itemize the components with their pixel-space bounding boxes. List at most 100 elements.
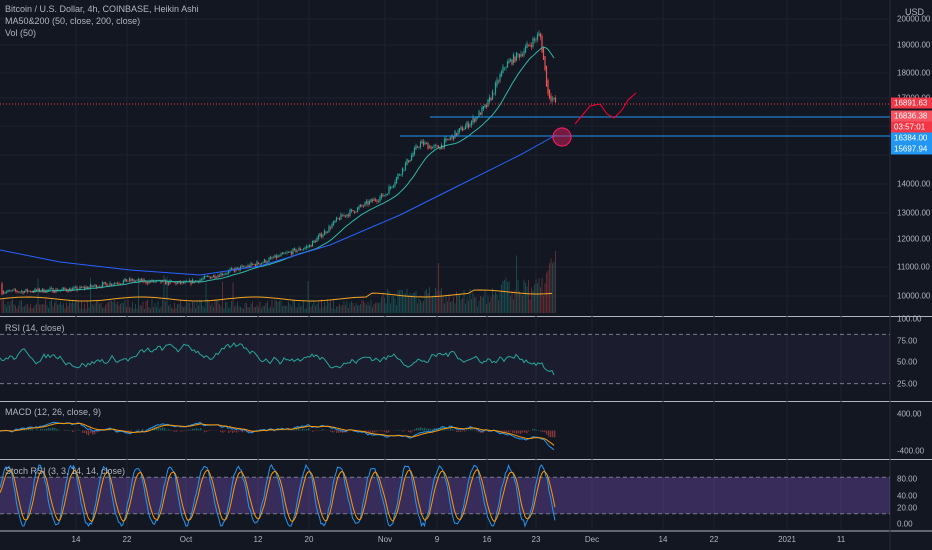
volume-bar xyxy=(148,307,150,313)
volume-bar xyxy=(234,306,235,313)
volume-bar xyxy=(46,305,48,313)
candle-body xyxy=(19,291,21,293)
volume-bar xyxy=(157,301,159,313)
volume-bar xyxy=(81,300,82,313)
volume-bar xyxy=(174,302,175,313)
candle-body xyxy=(49,288,51,290)
volume-bar xyxy=(147,299,148,313)
macd-histogram-bar xyxy=(240,430,242,432)
macd-histogram-bar xyxy=(56,428,58,431)
candle-body xyxy=(266,261,269,263)
macd-title: MACD (12, 26, close, 9) xyxy=(5,407,102,417)
candle-body xyxy=(88,286,90,289)
volume-bar xyxy=(511,290,513,313)
candle-body xyxy=(431,146,434,149)
macd-histogram-bar xyxy=(318,430,320,432)
volume-bar xyxy=(405,293,406,313)
time-tick: 14 xyxy=(658,535,668,544)
macd-tick: -400.00 xyxy=(897,446,925,456)
candle-body xyxy=(128,278,131,282)
volume-bar xyxy=(378,302,379,313)
candle-body xyxy=(295,248,297,253)
volume-bar xyxy=(552,263,553,313)
volume-bar xyxy=(246,302,247,313)
volume-bar xyxy=(298,302,300,313)
macd-histogram-bar xyxy=(96,430,98,433)
macd-histogram-bar xyxy=(294,429,296,431)
candle-body xyxy=(251,263,254,265)
macd-histogram-bar xyxy=(414,429,416,431)
candle-body xyxy=(220,272,222,277)
candle-body xyxy=(335,217,338,222)
candle-body xyxy=(455,132,458,136)
volume-bar xyxy=(478,300,480,313)
volume-bar xyxy=(420,300,421,313)
volume-bar xyxy=(292,299,294,313)
candle-body xyxy=(260,262,263,265)
candle-body xyxy=(359,204,362,208)
volume-bar xyxy=(382,292,384,313)
candle-body xyxy=(121,283,123,285)
volume-bar xyxy=(163,275,165,313)
candle-body xyxy=(80,287,83,289)
candle-body xyxy=(494,82,497,94)
volume-bar xyxy=(100,302,102,313)
volume-bar xyxy=(436,290,438,313)
candle-body xyxy=(227,270,230,274)
volume-bar xyxy=(69,300,70,313)
volume-bar xyxy=(498,300,499,313)
macd-histogram-bar xyxy=(502,430,504,433)
volume-bar xyxy=(85,308,87,313)
candle-body xyxy=(191,279,194,284)
macd-histogram-bar xyxy=(334,430,336,432)
stoch-tick: 40.00 xyxy=(897,491,918,501)
candle-body xyxy=(112,284,114,286)
candle-body xyxy=(448,139,450,141)
volume-bar xyxy=(492,288,493,313)
candle-body xyxy=(230,268,233,270)
volume-bar xyxy=(25,304,27,313)
volume-bar xyxy=(103,307,105,313)
volume-bar xyxy=(304,308,306,313)
macd-histogram-bar xyxy=(90,430,92,434)
volume-bar xyxy=(445,294,447,313)
volume-bar xyxy=(226,302,228,313)
candle-body xyxy=(493,93,495,95)
volume-bar xyxy=(516,255,517,313)
macd-histogram-bar xyxy=(234,430,236,432)
volume-bar xyxy=(265,303,267,313)
volume-bar xyxy=(399,290,400,313)
candle-body xyxy=(173,281,176,283)
macd-histogram-bar xyxy=(44,429,46,431)
volume-bar xyxy=(346,300,348,313)
macd-histogram-bar xyxy=(184,430,186,432)
volume-bar xyxy=(297,307,298,313)
time-tick: Dec xyxy=(584,535,600,544)
price-tick: 20000.00 xyxy=(897,14,931,24)
candle-body xyxy=(428,145,431,148)
volume-bar xyxy=(415,290,417,313)
macd-histogram-bar xyxy=(168,429,170,431)
candle-body xyxy=(67,290,69,292)
macd-histogram-bar xyxy=(474,430,476,432)
volume-bar xyxy=(357,305,358,313)
macd-histogram-bar xyxy=(472,429,474,431)
volume-bar xyxy=(199,299,201,313)
candle-body xyxy=(44,291,47,293)
macd-histogram-bar xyxy=(72,430,74,433)
candle-body xyxy=(280,253,282,256)
candle-body xyxy=(113,283,116,285)
candle-body xyxy=(361,205,363,207)
candle-body xyxy=(124,278,126,282)
candle-body xyxy=(130,279,132,282)
volume-bar xyxy=(18,305,19,313)
volume-bar xyxy=(426,288,427,313)
rsi-tick: 25.00 xyxy=(897,379,918,389)
candle-body xyxy=(386,194,389,196)
volume-bar xyxy=(154,303,156,313)
candle-body xyxy=(466,121,468,127)
candle-body xyxy=(145,280,147,284)
volume-bar xyxy=(387,289,388,313)
candle-body xyxy=(232,268,234,270)
